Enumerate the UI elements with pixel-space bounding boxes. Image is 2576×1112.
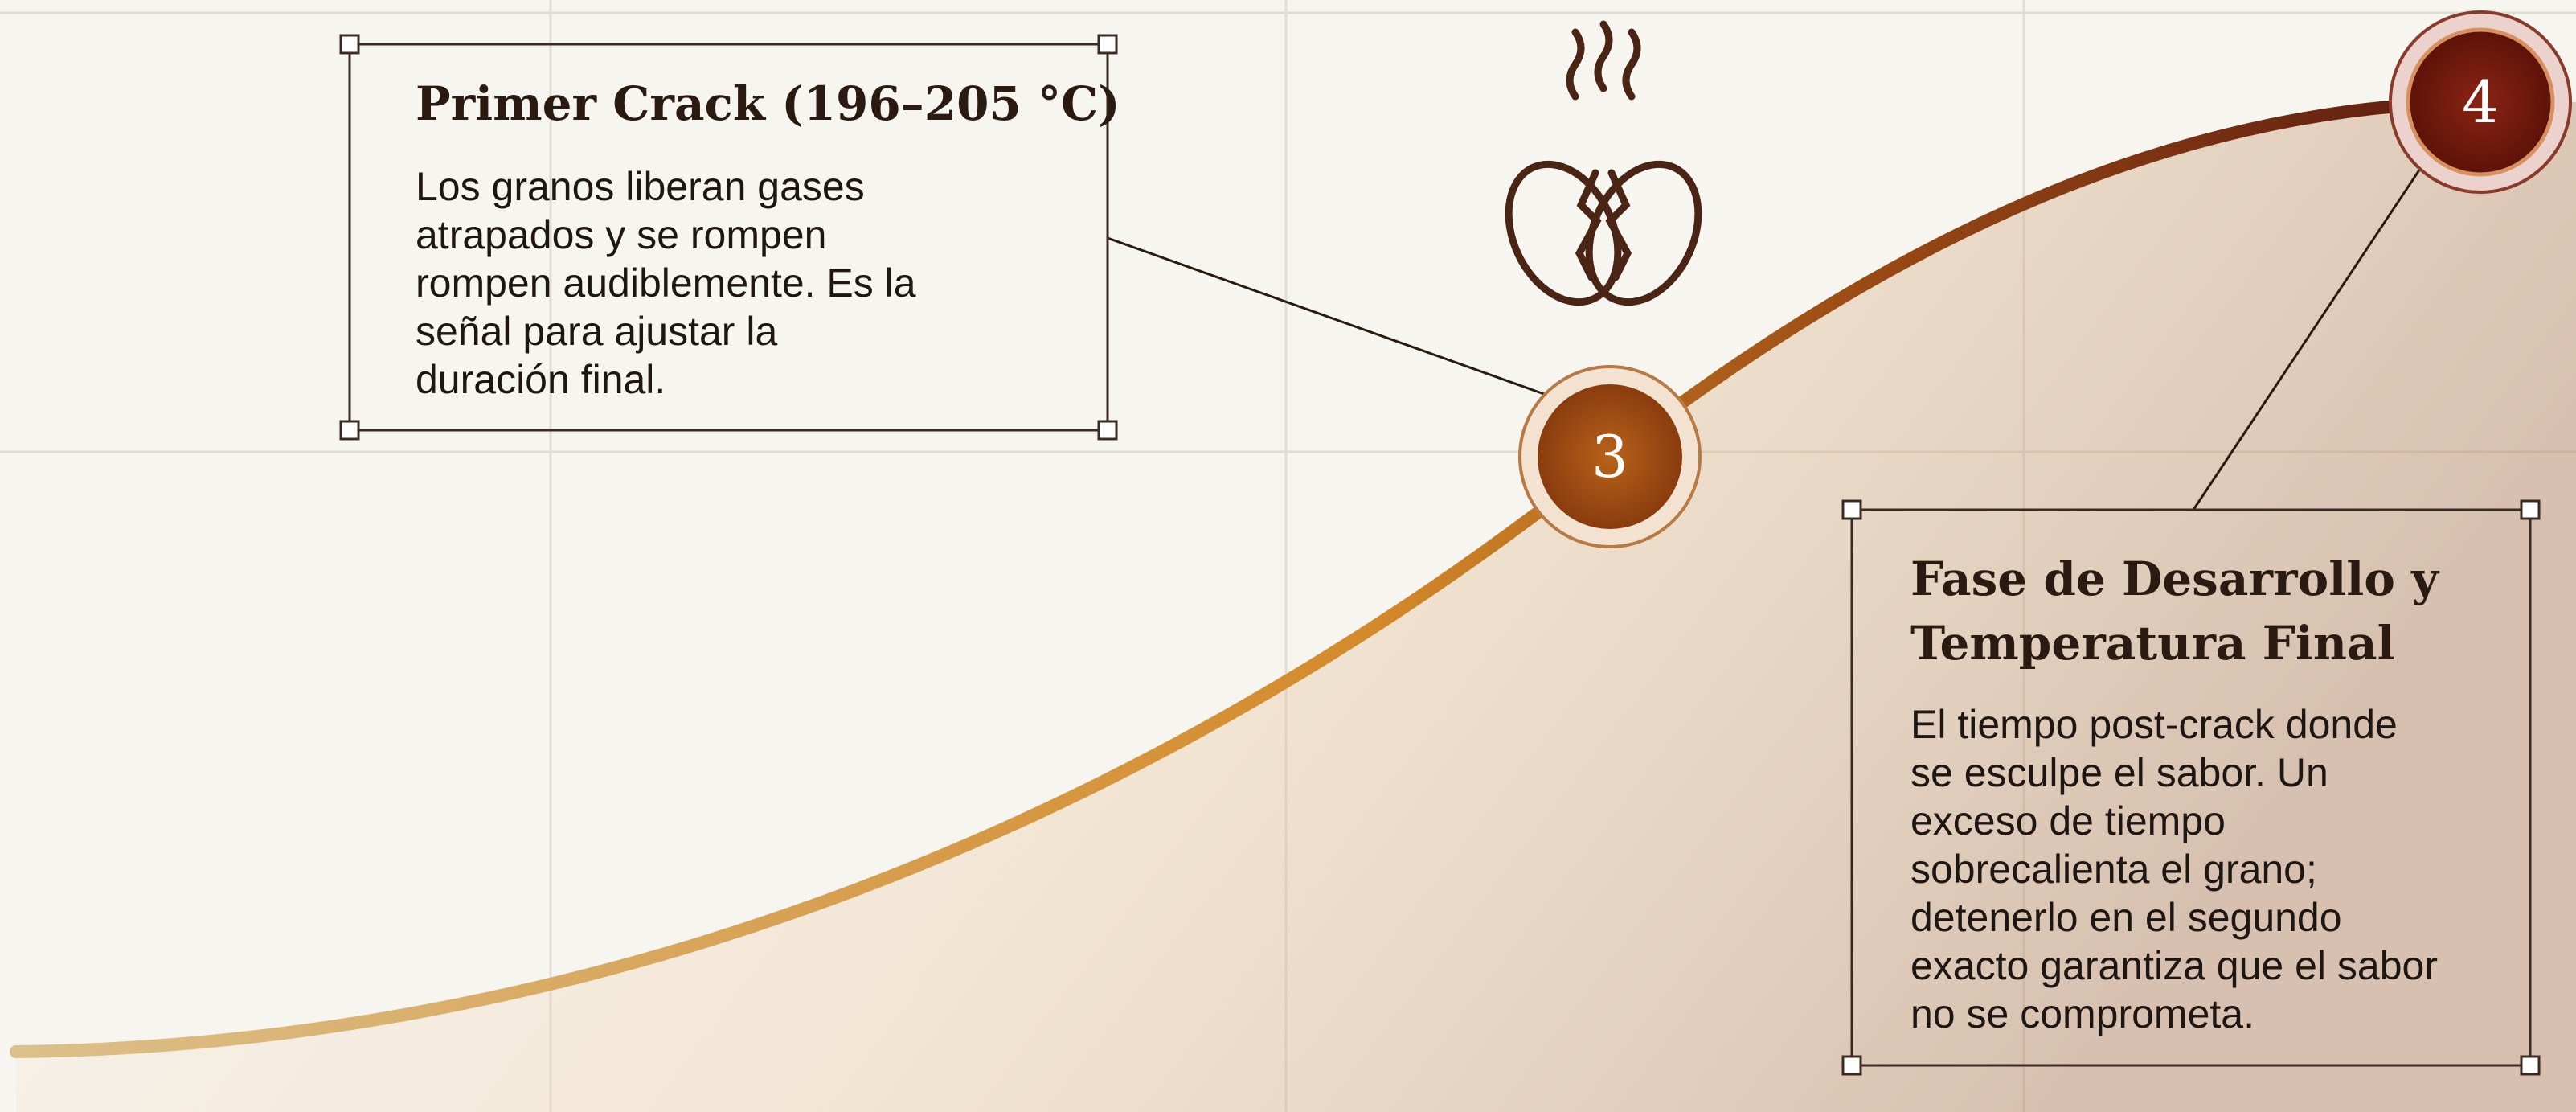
coffee-icon [1505,20,1702,306]
marker-4: 4 [2389,10,2572,194]
callout-body: se esculpe el sabor. Un [1910,750,2328,795]
callout: Primer Crack (196–205 °C) Los granos libe… [339,34,1120,441]
callout-body: no se comprometa. [1910,991,2255,1036]
corner-handle [339,420,360,441]
callout-title: Primer Crack (196–205 °C) [416,76,1120,131]
callout: Fase de Desarrollo y Temperatura Final El … [1841,499,2541,1076]
corner-handle [2520,499,2541,520]
callout-body: El tiempo post-crack donde [1910,702,2398,747]
connector [1107,236,1545,396]
callout-body: exacto garantiza que el sabor [1910,943,2438,988]
callout-body: señal para ajustar la [416,309,777,354]
corner-handle [2520,1055,2541,1076]
callout-body: exceso de tiempo [1910,798,2226,843]
curve-area [16,102,2576,1112]
marker-number: 4 [2462,68,2499,136]
connector [2192,163,2425,511]
marker-number: 3 [1591,423,1628,490]
callout-box [1850,508,2532,1067]
corner-handle [1841,499,1862,520]
callout-body: atrapados y se rompen [416,212,826,257]
callout-body: Los granos liberan gases [416,164,865,209]
roast-curve [10,96,2487,1058]
callouts: Primer Crack (196–205 °C) Los granos libe… [339,34,2541,1076]
callout-body: detenerlo en el segundo [1910,895,2342,940]
corner-handle [1097,420,1118,441]
callout-body: rompen audiblemente. Es la [416,261,916,306]
corner-handle [339,34,360,55]
corner-handle [1841,1055,1862,1076]
callout-body: sobrecalienta el grano; [1910,847,2317,892]
callout-body: duración final. [416,357,666,402]
callout-title: Temperatura Final [1910,616,2395,671]
corner-handle [1097,34,1118,55]
marker-3: 3 [1518,365,1702,548]
callout-box [348,43,1109,432]
callout-title: Fase de Desarrollo y [1910,552,2440,606]
